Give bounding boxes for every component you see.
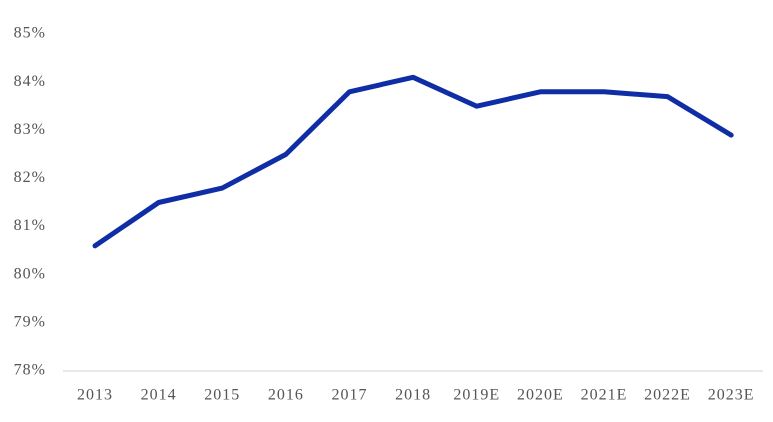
x-tick-label: 2016 <box>268 387 304 404</box>
x-tick-label: 2020E <box>517 387 564 404</box>
y-tick-label: 79% <box>14 314 46 331</box>
x-tick-label: 2023E <box>708 387 755 404</box>
x-tick-label: 2014 <box>141 387 177 404</box>
x-tick-label: 2017 <box>331 387 367 404</box>
y-tick-label: 84% <box>14 73 46 90</box>
y-tick-label: 85% <box>14 25 46 42</box>
x-tick-label: 2018 <box>395 387 431 404</box>
x-tick-label: 2021E <box>581 387 628 404</box>
y-tick-label: 83% <box>14 121 46 138</box>
y-tick-label: 78% <box>14 362 46 379</box>
x-tick-label: 2015 <box>204 387 240 404</box>
x-tick-label: 2022E <box>644 387 691 404</box>
y-tick-label: 82% <box>14 169 46 186</box>
x-tick-label: 2019E <box>453 387 500 404</box>
line <box>92 74 734 249</box>
y-tick-label: 80% <box>14 265 46 282</box>
y-tick-label: 81% <box>14 217 46 234</box>
x-tick-label: 2013 <box>77 387 113 404</box>
